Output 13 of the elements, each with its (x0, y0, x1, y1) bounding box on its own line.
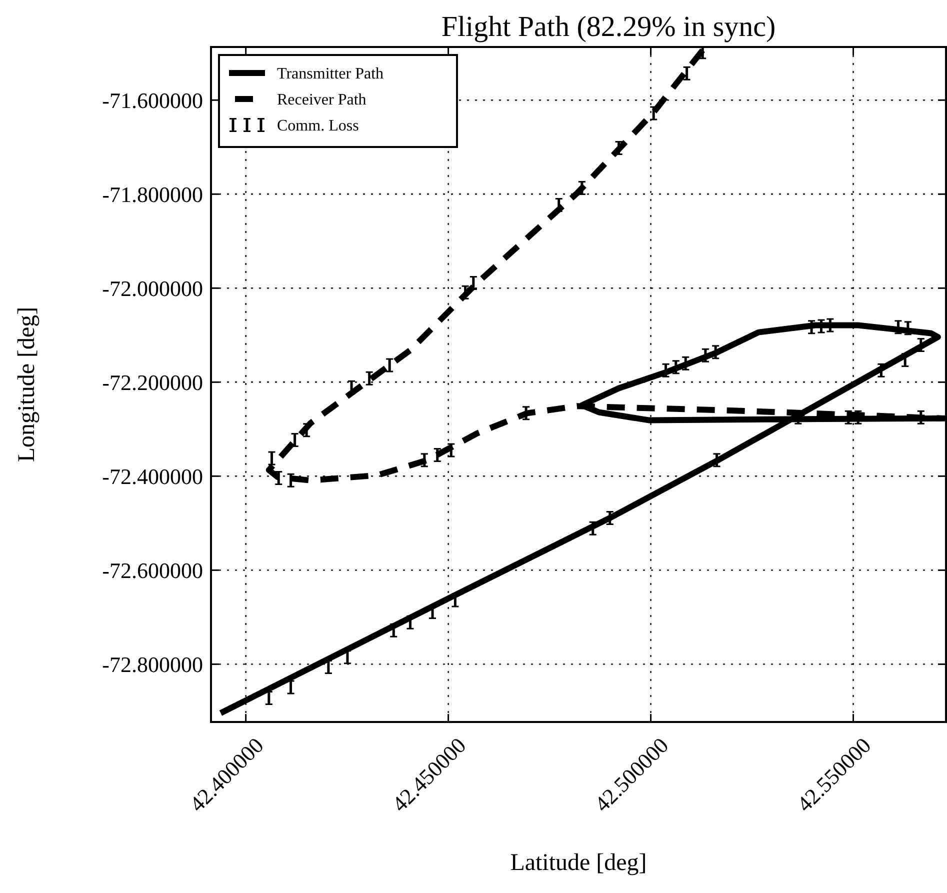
legend-label: Comm. Loss (277, 118, 359, 135)
y-tick-label: -72.000000 (102, 276, 203, 301)
y-axis-title: Longitude [deg] (14, 306, 40, 462)
legend-label: Transmitter Path (277, 66, 384, 83)
chart-title: Flight Path (82.29% in sync) (441, 11, 776, 43)
y-tick-label: -72.800000 (102, 652, 203, 677)
legend-label: Receiver Path (277, 92, 366, 109)
y-tick-label: -71.800000 (102, 182, 203, 207)
y-tick-label: -72.600000 (102, 558, 203, 583)
y-tick-label: -72.200000 (102, 370, 203, 395)
y-tick-label: -72.400000 (102, 464, 203, 489)
x-axis-title: Latitude [deg] (510, 850, 647, 876)
y-tick-label: -71.600000 (102, 88, 203, 113)
